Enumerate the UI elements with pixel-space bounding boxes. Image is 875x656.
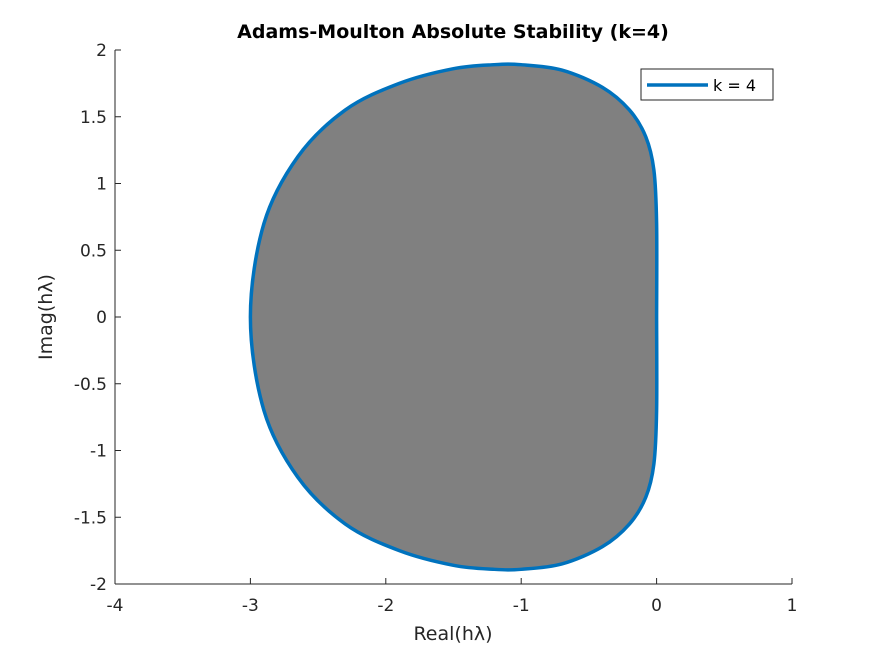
y-tick-label: 1.5 bbox=[80, 108, 107, 128]
x-tick-label: 1 bbox=[787, 596, 798, 616]
y-tick-label: 0 bbox=[96, 308, 107, 328]
x-tick-label: -3 bbox=[242, 596, 259, 616]
y-tick-label: 1 bbox=[96, 175, 107, 195]
y-tick-label: -1 bbox=[90, 442, 107, 462]
axes: -4 -3 -2 -1 0 1 -2 -1.5 -1 -0.5 0 0.5 1 1.5 2 bbox=[74, 41, 798, 616]
y-tick-label: -2 bbox=[90, 575, 107, 595]
y-tick-label: -0.5 bbox=[74, 375, 107, 395]
y-tick-label: 2 bbox=[96, 41, 107, 61]
series-line-k4 bbox=[248, 62, 659, 572]
x-axis-label: Real(hλ) bbox=[413, 623, 492, 645]
legend-label-k4: k = 4 bbox=[713, 76, 756, 95]
stability-region bbox=[250, 64, 657, 570]
legend-box bbox=[640, 68, 774, 101]
y-axis-label: Imag(hλ) bbox=[35, 274, 57, 360]
y-tick-label: 0.5 bbox=[80, 241, 107, 261]
x-tick-label: 0 bbox=[651, 596, 662, 616]
chart-title: Adams-Moulton Absolute Stability (k=4) bbox=[237, 21, 669, 43]
x-tick-label: -1 bbox=[513, 596, 530, 616]
y-ticks: -2 -1.5 -1 -0.5 0 0.5 1 1.5 2 bbox=[74, 41, 121, 595]
x-tick-label: -2 bbox=[377, 596, 394, 616]
x-ticks: -4 -3 -2 -1 0 1 bbox=[107, 578, 798, 616]
y-tick-label: -1.5 bbox=[74, 508, 107, 528]
x-tick-label: -4 bbox=[107, 596, 124, 616]
plot-area bbox=[248, 62, 659, 572]
legend: k = 4 bbox=[640, 68, 774, 101]
